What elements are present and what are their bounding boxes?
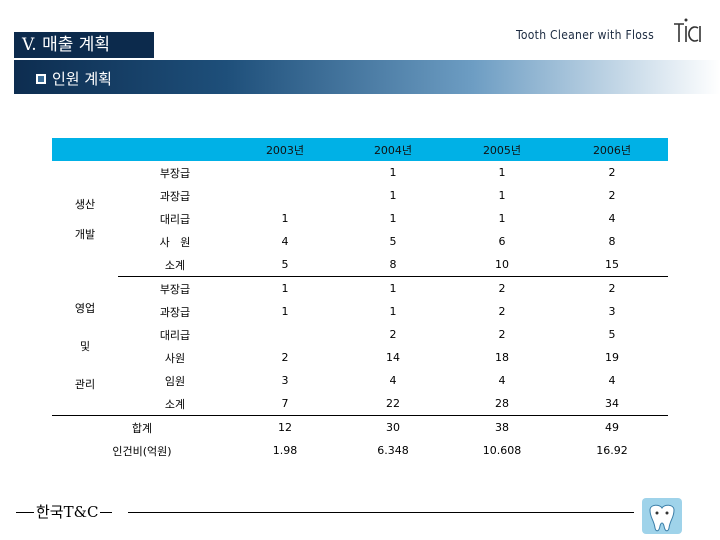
value-cell: 2 (608, 166, 616, 179)
value-cell: 14 (386, 351, 400, 364)
role-cell: 대리급 (159, 212, 191, 226)
band-title: 인원 계획 (52, 70, 112, 88)
table-row: 과장급 1 1 2 3 (52, 300, 668, 323)
role-cell: 과장급 (159, 189, 191, 203)
role-cell: 사원 (164, 351, 186, 365)
value-cell: 3 (608, 305, 616, 318)
value-cell: 19 (605, 351, 619, 364)
staffing-table: 2003년 2004년 2005년 2006년 생산 개발 부장급 1 1 2 … (52, 138, 668, 462)
section-label: V. 매출 계획 (14, 32, 154, 58)
value-cell: 1 (281, 282, 289, 295)
value-cell: 1 (389, 189, 397, 202)
value-cell: 38 (495, 421, 509, 434)
table-row-total: 합계 12 30 38 49 (52, 416, 668, 440)
value-cell (232, 161, 338, 184)
value-cell: 4 (281, 235, 289, 248)
value-cell: 1 (389, 212, 397, 225)
tooth-mascot-icon (640, 496, 684, 536)
value-cell: 12 (278, 421, 292, 434)
group-label-sales: 영업 및 관리 (52, 276, 118, 416)
value-cell: 5 (389, 235, 397, 248)
table-row: 대리급 1 1 1 4 (52, 207, 668, 230)
value-cell: 1 (498, 212, 506, 225)
value-cell (232, 323, 338, 346)
table-row: 사 원 4 5 6 8 (52, 230, 668, 253)
value-cell: 6 (498, 235, 506, 248)
table-row-subtotal: 소계 7 22 28 34 (52, 392, 668, 416)
value-cell: 28 (448, 392, 556, 416)
value-cell: 15 (556, 253, 668, 277)
value-cell: 3 (281, 374, 289, 387)
value-cell: 30 (386, 421, 400, 434)
value-cell: 8 (608, 235, 616, 248)
value-cell: 16.92 (596, 444, 628, 457)
company-logo: 한국T&C (34, 501, 101, 522)
role-cell: 과장급 (159, 305, 191, 319)
table-row-labor-cost: 인건비(억원) 1.98 6.348 10.608 16.92 (52, 439, 668, 462)
value-cell: 10 (448, 253, 556, 277)
footer-divider (128, 512, 634, 513)
value-cell: 49 (605, 421, 619, 434)
table-header-row: 2003년 2004년 2005년 2006년 (52, 138, 668, 161)
value-cell: 5 (608, 328, 616, 341)
year-header: 2003년 (232, 138, 338, 161)
value-cell: 5 (232, 253, 338, 277)
value-cell: 2 (498, 305, 506, 318)
value-cell: 2 (608, 282, 616, 295)
value-cell: 1 (389, 282, 397, 295)
value-cell: 10.608 (482, 444, 522, 457)
group-label-production: 생산 개발 (74, 197, 96, 241)
title-band: 인원 계획 (14, 60, 720, 94)
role-cell: 소계 (118, 392, 232, 416)
value-cell: 1 (281, 305, 289, 318)
value-cell: 7 (232, 392, 338, 416)
year-header: 2005년 (448, 138, 556, 161)
table-row: 생산 개발 부장급 1 1 2 (52, 161, 668, 241)
slide-header: V. 매출 계획 Tooth Cleaner with Floss (0, 0, 720, 60)
value-cell: 2 (281, 351, 289, 364)
role-cell: 대리급 (159, 328, 191, 342)
total-label: 합계 (131, 421, 153, 435)
role-cell: 부장급 (159, 282, 191, 296)
year-header: 2004년 (338, 138, 448, 161)
value-cell: 1 (389, 166, 397, 179)
value-cell: 8 (338, 253, 448, 277)
value-cell: 1 (498, 166, 506, 179)
value-cell: 2 (498, 282, 506, 295)
value-cell: 1.98 (272, 444, 298, 457)
table-row: 대리급 2 2 5 (52, 323, 668, 346)
table-row-subtotal: 소계 5 8 10 15 (52, 253, 668, 277)
value-cell: 1 (498, 189, 506, 202)
role-cell: 소계 (118, 253, 232, 277)
table-row: 과장급 1 1 2 (52, 184, 668, 207)
value-cell: 18 (495, 351, 509, 364)
value-cell: 2 (498, 328, 506, 341)
table-row: 임원 3 4 4 4 (52, 369, 668, 392)
value-cell: 1 (281, 212, 289, 225)
role-cell: 부장급 (159, 166, 191, 180)
value-cell: 1 (389, 305, 397, 318)
table-row: 사원 2 14 18 19 (52, 346, 668, 369)
value-cell: 2 (389, 328, 397, 341)
role-cell: 임원 (164, 374, 186, 388)
value-cell: 4 (608, 374, 616, 387)
value-cell: 22 (338, 392, 448, 416)
role-cell: 사 원 (159, 235, 191, 249)
labor-cost-label: 인건비(억원) (112, 444, 172, 458)
product-name: Tooth Cleaner with Floss (516, 28, 655, 42)
value-cell: 4 (498, 374, 506, 387)
square-bullet-icon (36, 73, 46, 84)
header-blank (52, 138, 232, 161)
table-row: 영업 및 관리 부장급 1 1 2 2 (52, 276, 668, 416)
value-cell: 2 (608, 189, 616, 202)
value-cell: 6.348 (377, 444, 409, 457)
value-cell: 4 (608, 212, 616, 225)
value-cell: 4 (389, 374, 397, 387)
value-cell (232, 184, 338, 207)
year-header: 2006년 (556, 138, 668, 161)
tici-logo-icon (672, 16, 702, 46)
value-cell: 34 (556, 392, 668, 416)
